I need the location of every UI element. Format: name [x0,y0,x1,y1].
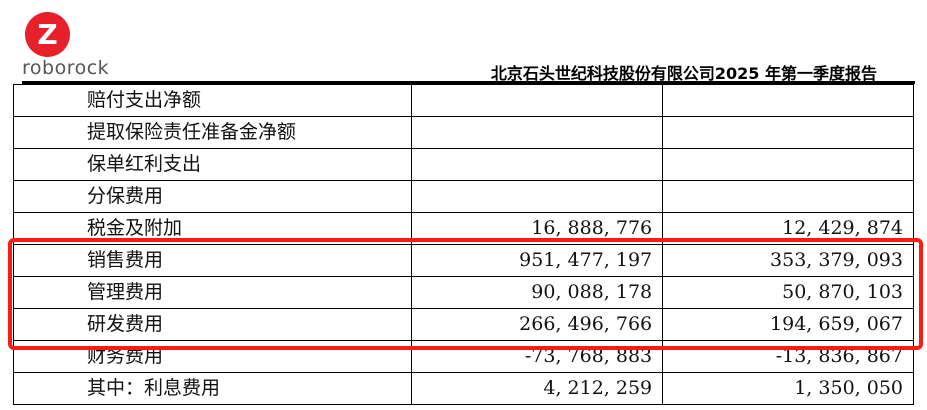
table-row: 保单红利支出 [12,148,914,181]
current-period-value [411,180,664,213]
table-row: 其中：利息费用 4, 212, 259 1, 350, 050 [12,372,914,405]
table-row: 分保费用 [12,180,914,213]
current-period-value: 266, 496, 766 [411,308,664,341]
roborock-logo-icon: Z [25,12,70,57]
header-divider [22,81,915,84]
prior-period-value: -13, 836, 867 [662,340,914,373]
table-row: 赔付支出净额 [12,84,914,117]
prior-period-value: 353, 379, 093 [662,244,914,277]
current-period-value: 4, 212, 259 [411,372,664,405]
current-period-value [411,116,664,149]
prior-period-value [662,180,914,213]
row-label: 研发费用 [12,308,413,341]
table-row: 研发费用 266, 496, 766 194, 659, 067 [12,308,914,341]
row-label: 其中：利息费用 [12,372,413,405]
table-row: 财务费用 -73, 768, 883 -13, 836, 867 [12,340,914,373]
table-row: 管理费用 90, 088, 178 50, 870, 103 [12,276,914,309]
row-label: 销售费用 [12,244,413,277]
row-label: 财务费用 [12,340,413,373]
prior-period-value: 194, 659, 067 [662,308,914,341]
financial-table: 赔付支出净额 提取保险责任准备金净额 保单红利支出 分保费用 税金及附加 16, 888,… [12,84,914,405]
highlight-box [8,238,923,350]
current-period-value: -73, 768, 883 [411,340,664,373]
current-period-value: 951, 477, 197 [411,244,664,277]
current-period-value [411,148,664,181]
report-title: 北京石头世纪科技股份有限公司2025 年第一季度报告 [490,64,877,83]
current-period-value [411,84,664,117]
table-row: 销售费用 951, 477, 197 353, 379, 093 [12,244,914,277]
table-row: 提取保险责任准备金净额 [12,116,914,149]
row-label: 提取保险责任准备金净额 [12,116,413,149]
prior-period-value [662,84,914,117]
logo-text: roborock [22,57,110,79]
row-label: 赔付支出净额 [12,84,413,117]
prior-period-value [662,148,914,181]
prior-period-value [662,116,914,149]
prior-period-value: 1, 350, 050 [662,372,914,405]
row-label: 分保费用 [12,180,413,213]
row-label: 保单红利支出 [12,148,413,181]
